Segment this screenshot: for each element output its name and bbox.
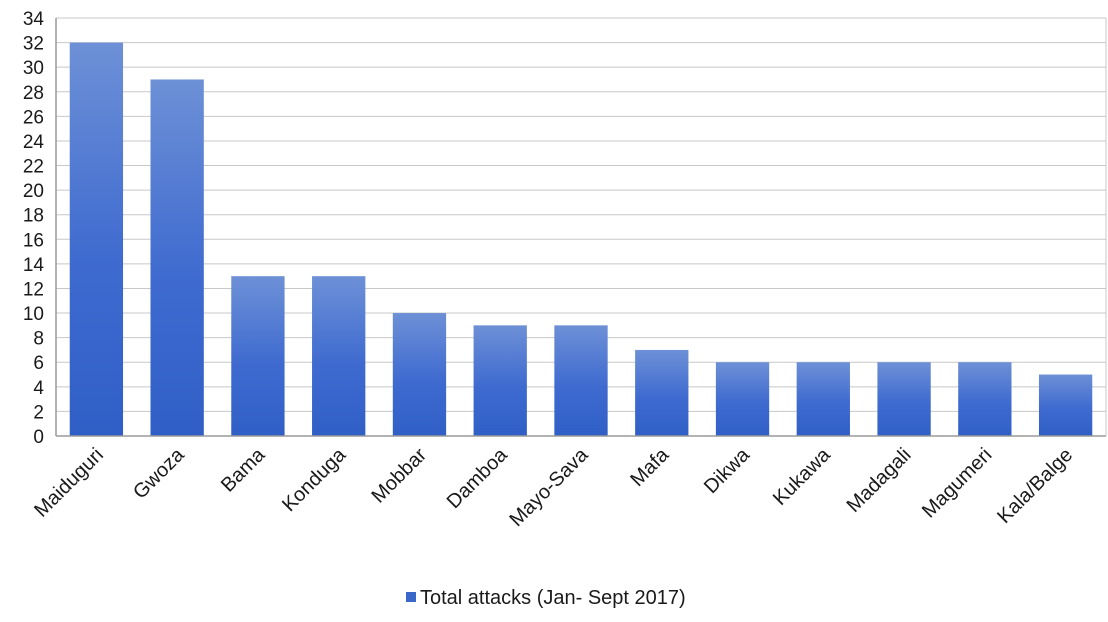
- x-tick-label: Bama: [217, 443, 270, 496]
- y-tick-label: 0: [33, 427, 44, 448]
- bar: [958, 362, 1012, 436]
- bar: [231, 276, 285, 436]
- y-tick-label: 4: [33, 378, 44, 399]
- bars: [69, 42, 1093, 437]
- bar: [69, 42, 124, 437]
- y-tick-label: 12: [23, 279, 44, 300]
- legend-swatch: [406, 592, 416, 602]
- y-tick-label: 28: [23, 83, 44, 104]
- y-tick-label: 2: [33, 402, 44, 423]
- y-tick-label: 8: [33, 329, 44, 350]
- legend-label: Total attacks (Jan- Sept 2017): [420, 587, 686, 609]
- legend: Total attacks (Jan- Sept 2017): [406, 587, 686, 609]
- x-tick-label: Kala/Balge: [993, 444, 1077, 528]
- axes: [55, 18, 1106, 437]
- x-tick-label: Maiduguri: [30, 444, 108, 522]
- bar: [473, 325, 527, 436]
- bar: [796, 362, 850, 436]
- y-tick-label: 16: [23, 230, 44, 251]
- y-tick-label: 20: [23, 181, 44, 202]
- x-tick-label: Damboa: [443, 443, 513, 513]
- bar: [877, 362, 931, 436]
- bar: [150, 79, 204, 437]
- x-tick-label: Mafa: [626, 443, 674, 491]
- y-tick-label: 34: [23, 9, 45, 30]
- bar: [715, 362, 770, 436]
- gridlines: [56, 17, 1107, 436]
- x-tick-label: Gwoza: [129, 443, 189, 503]
- x-tick-label: Konduga: [278, 443, 351, 516]
- y-tick-label: 26: [23, 107, 44, 128]
- bar: [312, 276, 366, 436]
- bar: [635, 349, 689, 436]
- y-tick-label: 22: [23, 157, 44, 178]
- x-tick-label: Dikwa: [700, 443, 755, 498]
- bar: [554, 325, 608, 436]
- y-tick-label: 14: [23, 255, 45, 276]
- y-tick-label: 10: [23, 304, 44, 325]
- x-tick-label: Mayo-Sava: [505, 443, 593, 531]
- y-tick-label: 30: [23, 58, 44, 79]
- y-tick-label: 32: [23, 34, 44, 55]
- x-tick-label: Magumeri: [918, 444, 996, 522]
- x-tick-label: Madagali: [843, 444, 916, 517]
- y-tick-label: 6: [33, 353, 44, 374]
- y-tick-label: 24: [23, 132, 45, 153]
- x-tick-label: Kukawa: [769, 443, 835, 509]
- x-tick-labels: Maiduguri Gwoza Bama Konduga Mobbar DamboaMay…: [30, 443, 1077, 531]
- y-tick-label: 18: [23, 206, 44, 227]
- bar: [392, 313, 447, 436]
- bar: [1038, 374, 1093, 436]
- x-tick-label: Mobbar: [367, 444, 431, 508]
